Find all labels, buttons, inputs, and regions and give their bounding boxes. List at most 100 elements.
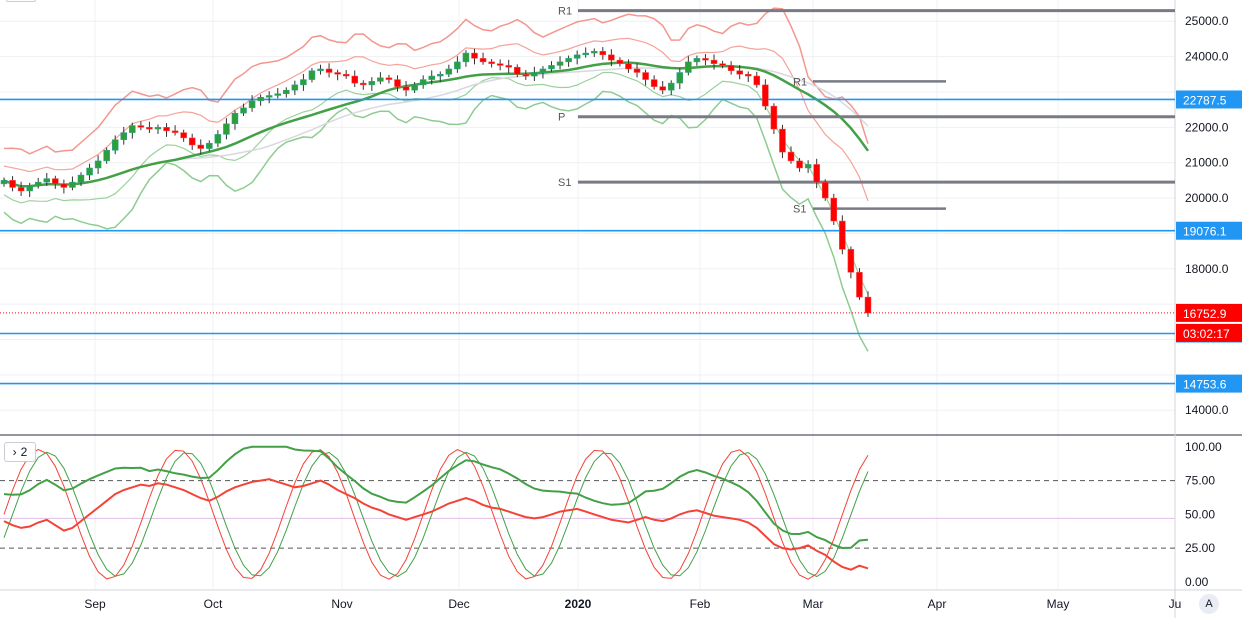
- candle-body: [514, 66, 521, 75]
- candle-body: [659, 86, 666, 91]
- candle-body: [154, 127, 162, 130]
- candle-body: [821, 181, 829, 199]
- oscillator-axis-tick: 25.00: [1185, 541, 1215, 555]
- candle-body: [650, 79, 658, 87]
- rsi-line-red: [3, 478, 869, 571]
- candle-body: [856, 272, 863, 298]
- candle-body: [770, 105, 778, 130]
- time-axis-label: Feb: [690, 597, 711, 611]
- candle-body: [608, 54, 615, 61]
- candle-body: [342, 74, 350, 77]
- candle-body: [522, 74, 530, 77]
- oscillator-axis-tick: 0.00: [1185, 575, 1209, 589]
- time-axis-label: Sep: [84, 597, 106, 611]
- candle-body: [625, 63, 632, 70]
- candle-body: [479, 58, 487, 63]
- upper-band-line: [3, 7, 869, 155]
- candle-body: [317, 68, 324, 71]
- candle-body: [274, 93, 281, 96]
- price-axis-tick: 18000.0: [1185, 262, 1229, 276]
- candle-body: [556, 61, 564, 66]
- candle-body: [411, 84, 418, 91]
- candle-body: [402, 86, 410, 91]
- candle-body: [257, 97, 264, 102]
- candle-body: [43, 178, 51, 183]
- candle-body: [727, 65, 735, 71]
- candle-body: [34, 181, 42, 186]
- candle-body: [787, 151, 795, 162]
- candle-body: [454, 61, 461, 70]
- candle-body: [163, 127, 170, 132]
- candle-body: [685, 61, 692, 73]
- time-axis-label: Dec: [448, 597, 469, 611]
- level-price-text: 14753.6: [1183, 378, 1227, 392]
- candle-body: [206, 142, 213, 149]
- candle-body: [676, 72, 684, 84]
- auto-scale-button[interactable]: A: [1199, 594, 1219, 614]
- candle-body: [86, 167, 93, 176]
- oscillator-axis-tick: 100.00: [1185, 440, 1222, 454]
- candle-body: [753, 75, 761, 86]
- candle-body: [129, 125, 136, 133]
- candle-body: [488, 61, 495, 64]
- candle-body: [830, 197, 838, 222]
- candle-body: [188, 137, 196, 146]
- candle-body: [180, 132, 187, 139]
- candle-body: [813, 164, 820, 183]
- candle-body: [599, 51, 607, 56]
- candle-body: [394, 79, 401, 87]
- candle-body: [642, 72, 649, 80]
- oscillator-pane-toggle[interactable]: › 2: [4, 442, 36, 462]
- candle-body: [52, 178, 59, 185]
- candle-body: [0, 180, 8, 185]
- time-axis-label: May: [1047, 597, 1070, 611]
- candle-body: [17, 187, 25, 192]
- candle-body: [111, 139, 119, 151]
- candle-body: [240, 107, 247, 114]
- pivot-label: R1: [558, 6, 572, 18]
- candle-body: [223, 123, 230, 135]
- countdown-text: 03:02:17: [1183, 327, 1230, 341]
- candle-body: [719, 63, 726, 66]
- candle-body: [616, 59, 624, 64]
- candle-body: [633, 68, 641, 73]
- candle-body: [505, 65, 512, 68]
- candle-body: [531, 72, 538, 77]
- candle-body: [283, 89, 290, 94]
- price-axis-tick: 20000.0: [1185, 191, 1229, 205]
- time-axis-label: Mar: [803, 597, 824, 611]
- candle-body: [60, 183, 68, 188]
- candle-body: [9, 180, 16, 188]
- pane-count-label: 2: [20, 445, 28, 459]
- oscillator-axis-tick: 75.00: [1185, 474, 1215, 488]
- candle-body: [428, 75, 435, 80]
- last-price-label: [1176, 303, 1242, 322]
- stochastic-d-line: [3, 451, 869, 578]
- candle-body: [265, 95, 273, 98]
- candle-body: [197, 144, 205, 149]
- candle-body: [839, 220, 846, 250]
- price-axis-tick: 21000.0: [1185, 156, 1229, 170]
- price-axis-tick: 14000.0: [1185, 403, 1229, 417]
- candle-body: [847, 249, 855, 273]
- time-axis-label: Apr: [928, 597, 947, 611]
- pivot-label: S1: [793, 204, 806, 216]
- candle-body: [573, 54, 581, 59]
- candle-body: [693, 58, 701, 63]
- candle-body: [667, 82, 675, 91]
- top-toolbar-button[interactable]: [6, 0, 36, 2]
- candle-body: [26, 185, 33, 192]
- candle-body: [334, 72, 341, 75]
- candle-body: [146, 127, 153, 130]
- level-price-label: [1176, 90, 1242, 109]
- chevron-right-icon: ›: [12, 445, 17, 459]
- price-axis-tick: 22000.0: [1185, 120, 1229, 134]
- auto-scale-label: A: [1205, 598, 1213, 610]
- candle-body: [762, 84, 769, 107]
- candle-body: [69, 181, 76, 188]
- trend-moving-average-line: [3, 61, 870, 188]
- candle-body: [702, 58, 709, 61]
- candle-body: [94, 160, 102, 169]
